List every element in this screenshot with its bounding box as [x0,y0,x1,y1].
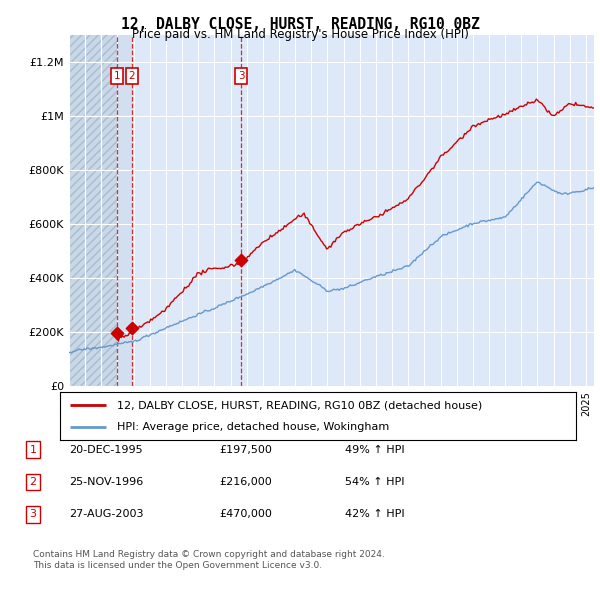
Text: 25-NOV-1996: 25-NOV-1996 [69,477,143,487]
Text: HPI: Average price, detached house, Wokingham: HPI: Average price, detached house, Woki… [117,422,389,432]
Text: 12, DALBY CLOSE, HURST, READING, RG10 0BZ (detached house): 12, DALBY CLOSE, HURST, READING, RG10 0B… [117,400,482,410]
Text: 42% ↑ HPI: 42% ↑ HPI [345,510,404,519]
Bar [69,35,117,386]
Text: £197,500: £197,500 [219,445,272,454]
Text: This data is licensed under the Open Government Licence v3.0.: This data is licensed under the Open Gov… [33,561,322,570]
Text: 27-AUG-2003: 27-AUG-2003 [69,510,143,519]
Text: 2: 2 [29,477,37,487]
Text: Contains HM Land Registry data © Crown copyright and database right 2024.: Contains HM Land Registry data © Crown c… [33,550,385,559]
Text: 3: 3 [238,71,244,81]
Text: 1: 1 [29,445,37,454]
Text: 49% ↑ HPI: 49% ↑ HPI [345,445,404,454]
Point [112,329,122,338]
Bar [117,35,132,386]
Text: 3: 3 [29,510,37,519]
Text: 2: 2 [128,71,136,81]
Text: Price paid vs. HM Land Registry's House Price Index (HPI): Price paid vs. HM Land Registry's House … [131,28,469,41]
Text: 12, DALBY CLOSE, HURST, READING, RG10 0BZ: 12, DALBY CLOSE, HURST, READING, RG10 0B… [121,17,479,31]
Point [236,255,246,264]
Text: £470,000: £470,000 [219,510,272,519]
Text: 20-DEC-1995: 20-DEC-1995 [69,445,143,454]
Text: 1: 1 [113,71,120,81]
Point [127,323,137,333]
Text: 54% ↑ HPI: 54% ↑ HPI [345,477,404,487]
Text: £216,000: £216,000 [219,477,272,487]
